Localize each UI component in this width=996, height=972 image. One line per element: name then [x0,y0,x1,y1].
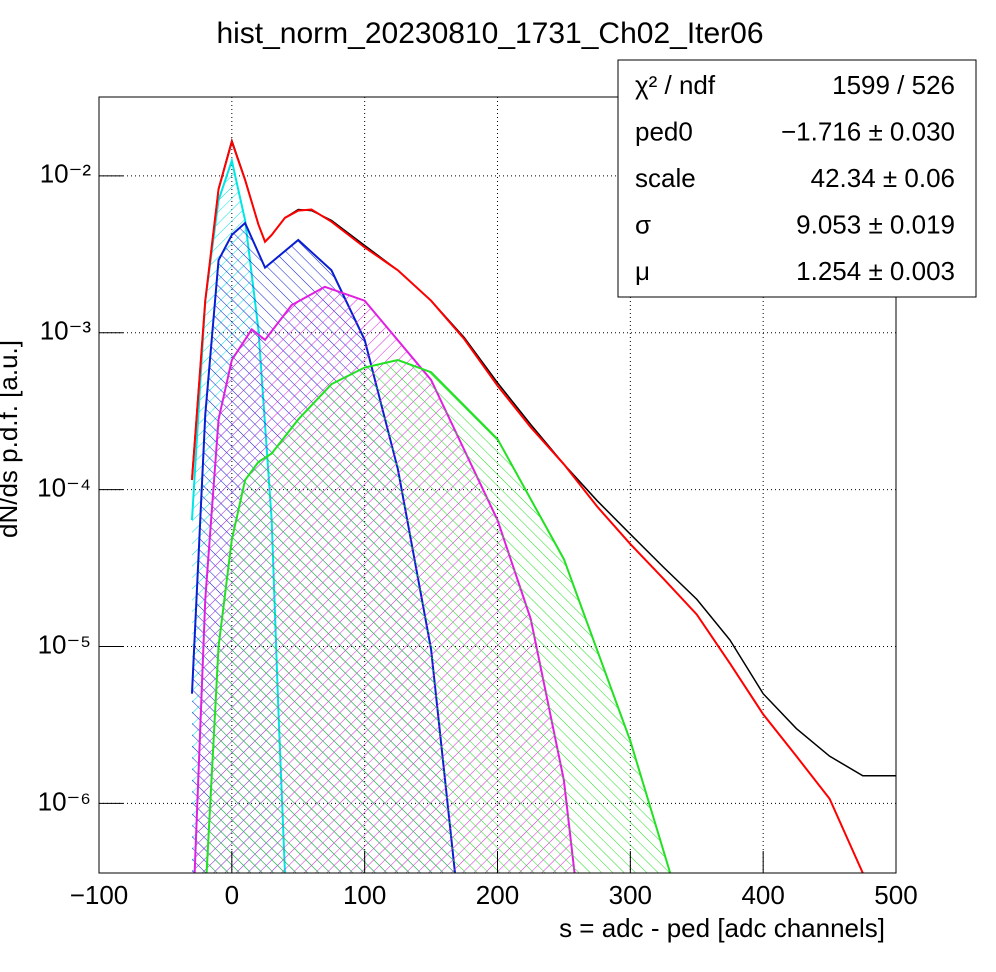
x-tick-label: −100 [70,880,129,910]
y-axis-label: dN/ds p.d.f. [a.u.] [0,340,23,538]
x-tick-label: 500 [874,880,917,910]
stats-value: −1.716 ± 0.030 [781,116,955,146]
stats-label: σ [635,209,651,239]
stats-label: χ² / ndf [635,70,716,100]
x-tick-label: 0 [225,880,239,910]
x-tick-label: 300 [609,880,652,910]
x-tick-label: 100 [343,880,386,910]
stats-value: 1599 / 526 [832,70,955,100]
axes: −100 0 100 200 300 400 500 10⁻⁶ 10⁻⁵ 10⁻⁴ 10⁻³ 10⁻² [37,159,918,910]
plot-area [190,137,896,873]
x-tick-label: 200 [476,880,519,910]
y-tick-label: 10⁻³ [40,316,92,346]
stats-box: χ² / ndf 1599 / 526 ped0 −1.716 ± 0.030 scal… [617,59,977,298]
y-tick-label: 10⁻² [40,159,92,189]
stats-value: 42.34 ± 0.06 [811,163,955,193]
y-tick-label: 10⁻⁴ [37,472,91,502]
stats-value: 1.254 ± 0.003 [796,256,955,286]
chart-title: hist_norm_20230810_1731_Ch02_Iter06 [216,17,763,50]
series-line [190,138,864,873]
stats-label: ped0 [635,116,693,146]
stats-frame [617,59,977,298]
y-tick-label: 10⁻⁶ [38,786,91,816]
series-line [205,358,672,873]
x-axis-label: s = adc - ped [adc channels] [559,913,885,943]
stats-label: scale [635,163,696,193]
stats-value: 9.053 ± 0.019 [796,209,955,239]
x-tick-label: 400 [741,880,784,910]
hatch-fill [206,360,671,873]
y-tick-label: 10⁻⁵ [38,629,91,659]
stats-label: μ [635,256,650,286]
